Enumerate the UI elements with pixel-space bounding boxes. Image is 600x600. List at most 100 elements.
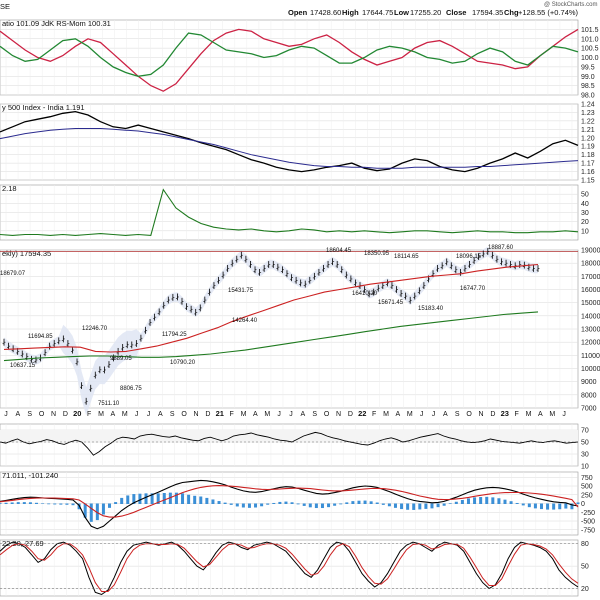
annotation-8: 10790.20 bbox=[170, 360, 196, 366]
macd-hist-27 bbox=[162, 493, 166, 504]
macd-hist-29 bbox=[174, 492, 178, 504]
macd-hist-24 bbox=[144, 493, 148, 504]
y-tick-price-3: 16000 bbox=[581, 287, 600, 294]
stoch-series-1 bbox=[0, 543, 579, 592]
macd-hist-23 bbox=[138, 493, 142, 504]
y-axis-price: 19000 18000 17000 16000 15000 14000 13000 12000… bbox=[0, 248, 600, 413]
macd-hist-9 bbox=[53, 503, 57, 505]
macd-hist-10 bbox=[59, 503, 63, 505]
macd-hist-55 bbox=[333, 503, 337, 506]
annotation-14: 16410.20 bbox=[352, 291, 378, 297]
annotation-1: 11694.85 bbox=[28, 334, 53, 340]
annotation-6: 7511.10 bbox=[98, 401, 120, 407]
annotation-7: 11794.25 bbox=[162, 332, 187, 338]
macd-hist-49 bbox=[296, 503, 300, 505]
x-label-11: J bbox=[135, 411, 139, 418]
x-label-43: F bbox=[514, 411, 518, 418]
x-label-42: 23 bbox=[501, 409, 509, 418]
x-label-12: J bbox=[147, 411, 151, 418]
macd-hist-93 bbox=[564, 503, 568, 509]
annotation-9: 15431.75 bbox=[228, 288, 254, 294]
y-tick-adx-4: 10 bbox=[581, 228, 589, 235]
x-label-22: M bbox=[264, 411, 270, 418]
x-label-21: A bbox=[253, 411, 258, 418]
y-tick-macd-0: 750 bbox=[581, 475, 593, 482]
macd-hist-32 bbox=[193, 495, 197, 504]
macd-hist-42 bbox=[254, 503, 258, 508]
panel-rsi: 70 50 30 10 bbox=[0, 423, 589, 471]
macd-hist-90 bbox=[546, 503, 550, 510]
macd-hist-47 bbox=[284, 501, 288, 504]
x-label-23: J bbox=[277, 411, 281, 418]
macd-hist-92 bbox=[558, 503, 562, 510]
macd-hist-56 bbox=[339, 503, 343, 505]
y-tick-price-0: 19000 bbox=[581, 248, 600, 255]
macd-hist-61 bbox=[369, 501, 373, 504]
x-label-29: D bbox=[348, 411, 353, 418]
y-tick-rrg-1: 101.0 bbox=[581, 36, 599, 43]
macd-hist-17 bbox=[101, 503, 105, 515]
macd-hist-37 bbox=[223, 502, 227, 504]
macd-hist-45 bbox=[272, 502, 276, 504]
macd-hist-12 bbox=[71, 503, 75, 506]
annotation-11: 18604.45 bbox=[326, 248, 352, 254]
price-ma-short bbox=[3, 263, 539, 353]
x-label-41: D bbox=[490, 411, 495, 418]
x-label-24: J bbox=[289, 411, 293, 418]
panel-title-adx: 2.18 bbox=[2, 184, 17, 193]
y-tick-stoch-1: 50 bbox=[581, 564, 589, 571]
chg-label: Chg bbox=[504, 8, 519, 17]
x-label-2: S bbox=[27, 411, 32, 418]
macd-hist-1 bbox=[4, 502, 8, 504]
rsi-band bbox=[0, 430, 578, 442]
watermark: @ StockCharts.com bbox=[544, 2, 597, 8]
macd-hist-51 bbox=[308, 503, 312, 508]
x-label-28: N bbox=[336, 411, 341, 418]
macd-hist-58 bbox=[351, 501, 355, 504]
x-label-14: S bbox=[170, 411, 175, 418]
macd-hist-78 bbox=[473, 497, 477, 504]
y-tick-stoch-2: 20 bbox=[581, 586, 589, 593]
x-label-44: M bbox=[526, 411, 532, 418]
macd-hist-66 bbox=[400, 503, 404, 510]
x-label-5: D bbox=[63, 411, 68, 418]
x-label-7: F bbox=[87, 411, 91, 418]
y-tick-adx-1: 40 bbox=[581, 201, 589, 208]
macd-hist-69 bbox=[418, 503, 422, 510]
macd-hist-57 bbox=[345, 502, 349, 504]
macd-hist-74 bbox=[448, 503, 452, 504]
y-tick-price-10: 9000 bbox=[581, 379, 597, 386]
macd-hist-30 bbox=[181, 493, 185, 504]
macd-hist-3 bbox=[16, 502, 20, 504]
x-label-46: M bbox=[549, 411, 555, 418]
annotation-5: 8806.75 bbox=[120, 386, 142, 392]
annotation-3: 10637.15 bbox=[10, 363, 36, 369]
macd-hist-20 bbox=[120, 497, 124, 504]
x-label-4: N bbox=[51, 411, 56, 418]
x-label-26: S bbox=[312, 411, 317, 418]
macd-hist-88 bbox=[533, 503, 537, 509]
y-tick-macd-3: 0 bbox=[581, 501, 585, 508]
macd-hist-62 bbox=[375, 502, 379, 504]
y-tick-price-1: 18000 bbox=[581, 261, 600, 268]
y-tick-rrg-4: 99.5 bbox=[581, 64, 595, 71]
macd-hist-2 bbox=[10, 502, 14, 504]
y-axis-rrg: 101.5 101.0 100.5 100.0 99.5 99.0 98.5 98.0 bbox=[0, 27, 599, 100]
macd-hist-60 bbox=[363, 500, 367, 504]
y-tick-rrg-3: 100.0 bbox=[581, 55, 599, 62]
close-value: 17594.35 bbox=[472, 8, 503, 17]
x-label-10: M bbox=[122, 411, 128, 418]
panel-rrg: 101.5 101.0 100.5 100.0 99.5 99.0 98.5 98.0 atio… bbox=[0, 19, 599, 100]
macd-hist-59 bbox=[357, 500, 361, 504]
y-axis-ratio: 1.241.231.22 1.211.20 1.191.18 1.171.16 1.15 bbox=[0, 102, 595, 185]
macd-hist-72 bbox=[436, 503, 440, 508]
y-tick-stoch-0: 80 bbox=[581, 541, 589, 548]
macd-hist-48 bbox=[290, 502, 294, 504]
panel-frame-stoch bbox=[0, 539, 579, 597]
macd-hist-80 bbox=[485, 496, 489, 504]
y-tick-macd-5: -500 bbox=[581, 519, 595, 526]
x-label-20: M bbox=[241, 411, 247, 418]
stoch-series-0 bbox=[0, 541, 579, 596]
macd-hist-76 bbox=[460, 500, 464, 504]
